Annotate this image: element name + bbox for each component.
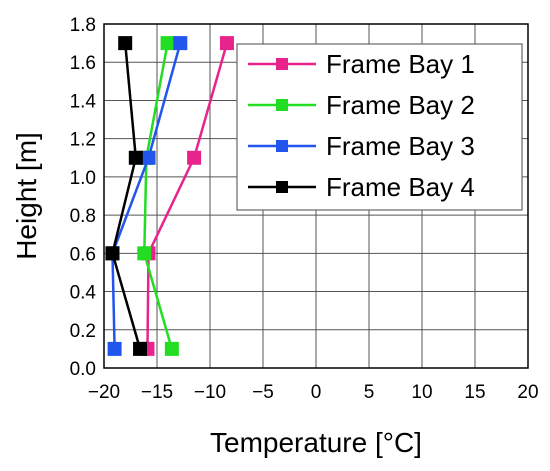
data-point	[118, 36, 133, 51]
y-tick-label: 1.0	[70, 168, 96, 189]
x-tick-label: 0	[311, 382, 322, 403]
data-point	[107, 341, 122, 356]
y-tick-label: 0.8	[70, 206, 96, 227]
data-point	[219, 36, 234, 51]
y-tick-label: 1.2	[70, 130, 96, 151]
y-tick-label: 0.0	[70, 359, 96, 380]
data-point	[141, 150, 156, 165]
y-axis-title: Height [m]	[11, 132, 42, 260]
y-tick-label: 0.6	[70, 244, 96, 265]
series-line	[111, 42, 142, 350]
series-2	[137, 36, 179, 356]
x-tick-label: 20	[517, 382, 538, 403]
data-point	[173, 36, 188, 51]
y-tick-label: 0.4	[70, 283, 97, 304]
series-line	[111, 42, 182, 349]
data-point	[128, 150, 143, 165]
y-axis-ticks: 0.0 0.2 0.4 0.6 0.8 1.0 1.2 1.4 1.6 1.8	[70, 15, 97, 380]
x-axis-title: Temperature [°C]	[210, 427, 422, 458]
data-point	[164, 341, 179, 356]
plot-frame	[103, 23, 529, 369]
x-tick-label: −20	[88, 382, 120, 403]
series-4	[105, 36, 148, 356]
data-point	[133, 341, 148, 356]
x-tick-label: −5	[252, 382, 274, 403]
y-tick-label: 0.2	[70, 321, 96, 342]
legend-marker	[276, 140, 288, 152]
x-axis-ticks: −20 −15 −10 −5 0 5 10 15 20	[88, 382, 539, 403]
x-tick-label: 15	[464, 382, 485, 403]
x-tick-label: 5	[364, 382, 375, 403]
legend-label: Frame Bay 3	[326, 131, 475, 161]
legend-marker	[276, 99, 288, 111]
data-point	[187, 150, 202, 165]
y-tick-label: 1.8	[70, 15, 96, 36]
legend: Frame Bay 1 Frame Bay 2 Frame Bay 3 Frame B…	[236, 43, 523, 211]
series-line	[146, 42, 229, 349]
series-1	[140, 36, 234, 356]
y-tick-label: 1.4	[70, 91, 97, 112]
series-layer	[105, 36, 234, 356]
legend-label: Frame Bay 4	[326, 172, 475, 202]
data-point	[105, 246, 120, 261]
y-tick-label: 1.6	[70, 53, 96, 74]
legend-marker	[276, 58, 288, 70]
legend-label: Frame Bay 2	[326, 90, 475, 120]
series-line	[143, 42, 174, 350]
x-tick-label: −15	[141, 382, 173, 403]
data-point	[137, 246, 152, 261]
legend-label: Frame Bay 1	[326, 49, 475, 79]
x-tick-label: −10	[194, 382, 226, 403]
legend-marker	[276, 181, 288, 193]
data-point	[160, 36, 175, 51]
x-tick-label: 10	[411, 382, 432, 403]
